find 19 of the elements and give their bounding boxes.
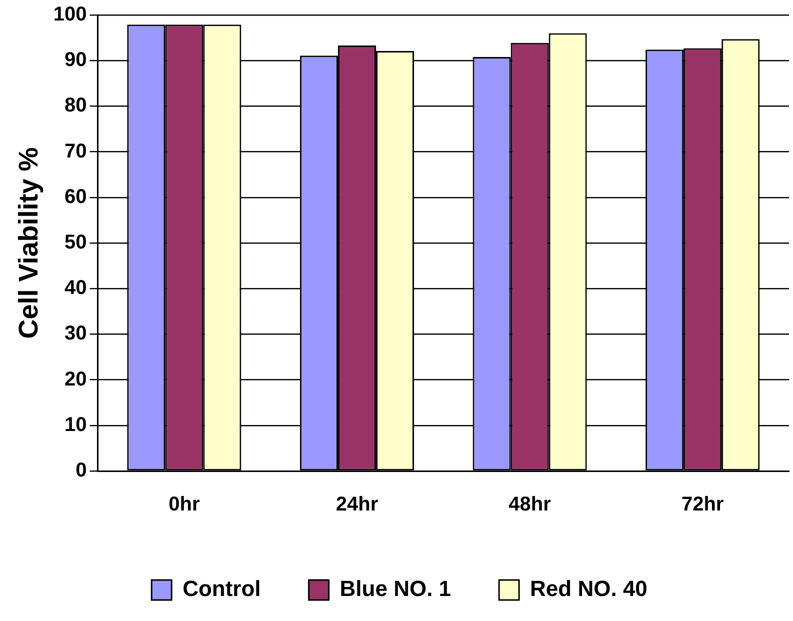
y-tick-label: 50: [64, 232, 87, 254]
x-tick-label: 48hr: [508, 494, 552, 516]
y-tick-label: 80: [64, 94, 87, 117]
x-tick-label: 24hr: [336, 494, 378, 516]
legend-label: Red NO. 40: [530, 576, 648, 602]
y-tick-label: 30: [64, 322, 87, 345]
y-tick-label: 10: [64, 414, 87, 436]
y-tick-label: 100: [53, 4, 87, 26]
y-tick-label: 0: [76, 460, 87, 482]
y-tick-label: 90: [64, 49, 87, 72]
legend-label: Blue NO. 1: [340, 576, 452, 602]
y-tick-label: 60: [64, 186, 87, 208]
y-tick-label: 70: [64, 140, 87, 162]
legend-label: Control: [182, 576, 261, 602]
y-tick-label: 20: [64, 368, 87, 390]
x-tick-label: 72hr: [681, 494, 724, 516]
x-tick-label: 0hr: [168, 494, 200, 516]
y-tick-label: 40: [64, 277, 87, 300]
y-axis-title: Cell Viability %: [14, 147, 44, 339]
